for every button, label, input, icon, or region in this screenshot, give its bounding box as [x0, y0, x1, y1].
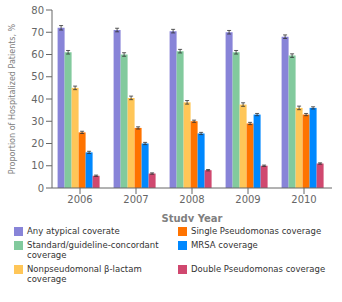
svg-text:2009: 2009 — [235, 194, 260, 205]
html-text:MRSA coverage: MRSA coverage — [191, 240, 258, 250]
svg-text:40: 40 — [31, 94, 44, 105]
svg-text:20: 20 — [31, 138, 44, 149]
html-text:Standard/guideline-concordant: Standard/guideline-concordant coverage — [27, 240, 159, 260]
html-text:Any atypical coverate: Any atypical coverate — [27, 226, 120, 236]
html-text:Nonpseudomonal β-lactam covera: Nonpseudomonal β-lactam coverage — [27, 264, 142, 284]
html-text:Single Pseudomonas coverage: Single Pseudomonas coverage — [191, 226, 322, 236]
svg-text:80: 80 — [31, 5, 44, 16]
html-text:Double Pseudomonas coverage: Double Pseudomonas coverage — [191, 264, 326, 274]
svg-text:10: 10 — [31, 160, 44, 171]
svg-text:2008: 2008 — [179, 194, 204, 205]
svg-text:60: 60 — [31, 49, 44, 60]
svg-text:2010: 2010 — [291, 194, 316, 205]
svg-text:2007: 2007 — [123, 194, 148, 205]
svg-text:0: 0 — [38, 183, 44, 194]
svg-text:Proportion of Hospitalized Pat: Proportion of Hospitalized Patients, % — [8, 23, 17, 174]
svg-text:Study Year: Study Year — [161, 213, 222, 222]
svg-text:50: 50 — [31, 71, 44, 82]
svg-text:70: 70 — [31, 27, 44, 38]
svg-text:30: 30 — [31, 116, 44, 127]
svg-text:2006: 2006 — [67, 194, 92, 205]
